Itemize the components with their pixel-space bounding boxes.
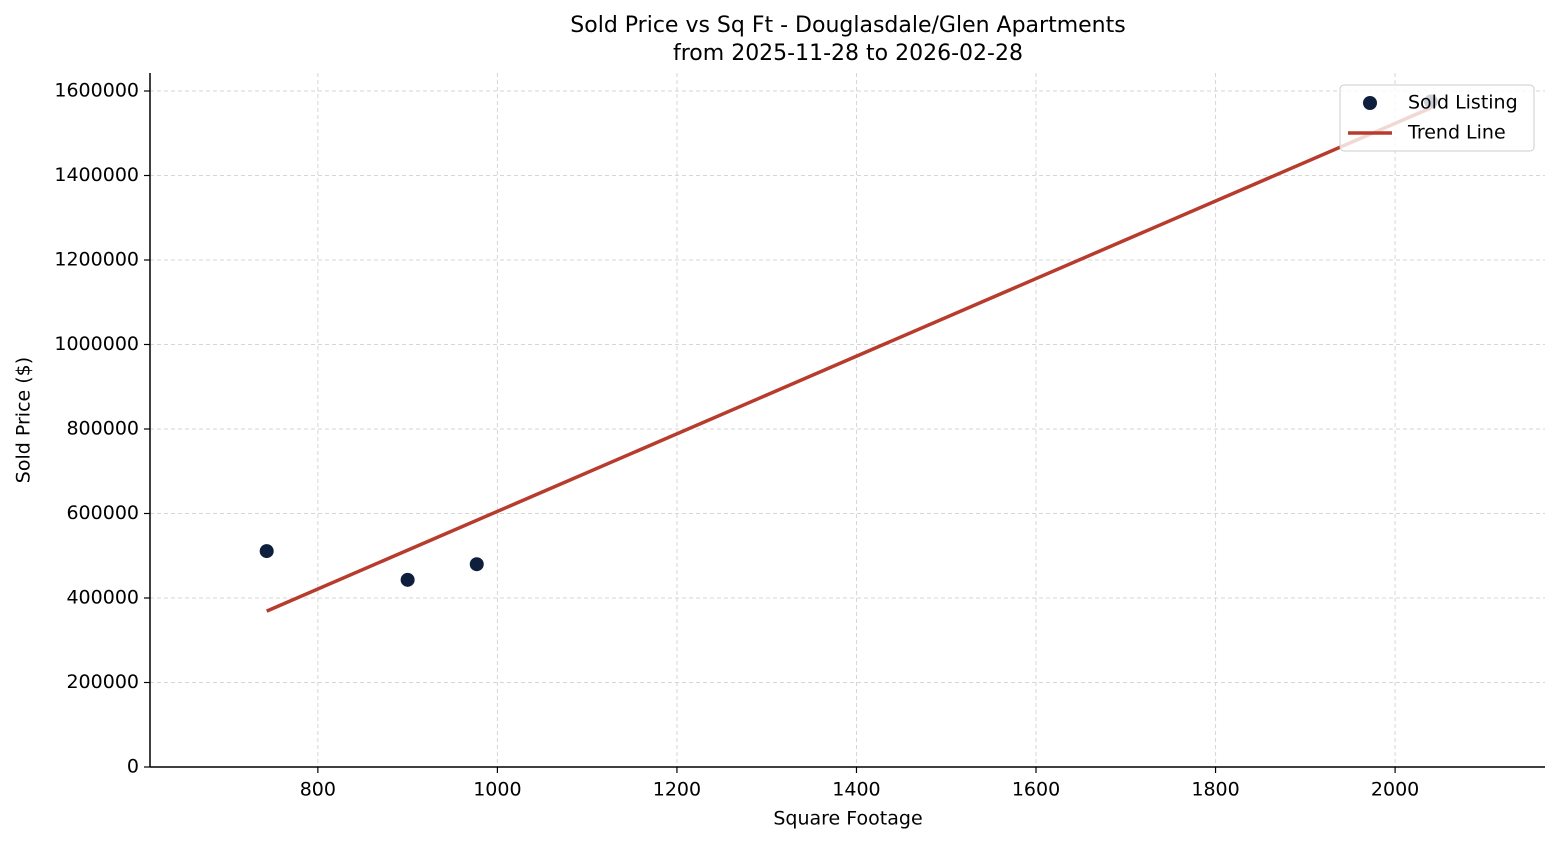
y-axis-label: Sold Price ($)	[13, 357, 35, 483]
y-tick-label: 600000	[66, 502, 139, 524]
x-tick-label: 1800	[1191, 779, 1239, 801]
scatter-point	[469, 557, 484, 572]
legend-swatch	[1363, 96, 1377, 110]
x-tick-label: 1400	[832, 779, 880, 801]
scatter-point	[400, 572, 415, 587]
scatter-point	[259, 544, 274, 559]
x-tick-label: 1600	[1012, 779, 1060, 801]
y-tick-label: 1000000	[54, 333, 139, 355]
y-tick-label: 0	[127, 756, 139, 778]
y-tick-label: 1200000	[54, 248, 139, 270]
legend-label: Sold Listing	[1408, 92, 1518, 114]
x-tick-label: 1000	[473, 779, 521, 801]
chart-subtitle: from 2025-11-28 to 2026-02-28	[673, 41, 1023, 66]
x-tick-label: 2000	[1371, 779, 1419, 801]
x-tick-label: 1200	[653, 779, 701, 801]
trend-line	[266, 106, 1432, 613]
y-tick-label: 800000	[66, 417, 139, 439]
y-tick-label: 1600000	[54, 79, 139, 101]
y-tick-label: 200000	[66, 671, 139, 693]
y-tick-label: 1400000	[54, 164, 139, 186]
y-tick-label: 400000	[66, 586, 139, 608]
legend-label: Trend Line	[1407, 122, 1506, 144]
x-tick-label: 800	[300, 779, 336, 801]
x-axis-label: Square Footage	[773, 808, 922, 830]
chart-title: Sold Price vs Sq Ft - Douglasdale/Glen A…	[570, 13, 1125, 38]
